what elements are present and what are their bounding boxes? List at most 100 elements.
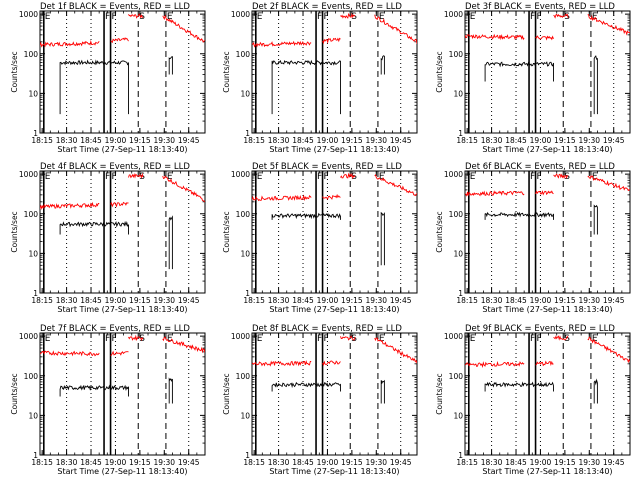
x-tick-label: 19:15 [554, 458, 576, 467]
lld-series-line [587, 336, 630, 364]
y-tick-label: 10 [240, 249, 250, 258]
panel-det-3: Det 3f BLACK = Events, RED = LLD 1 10 100 10… [435, 2, 631, 154]
y-tick-label: 10 [453, 411, 463, 420]
y-tick-label: 10 [28, 411, 38, 420]
x-tick-label: 19:30 [365, 296, 387, 305]
x-tick-label: 19:30 [365, 458, 387, 467]
event-marker-label: F [324, 334, 329, 344]
x-tick-label: 19:45 [603, 136, 625, 145]
y-tick-label: 100 [449, 50, 464, 59]
event-marker-label: S [564, 334, 570, 344]
event-marker-label: F [324, 172, 329, 182]
event-marker-label: E [257, 172, 263, 182]
x-tick-label: 18:30 [481, 136, 503, 145]
y-tick-label: 1 [245, 289, 250, 298]
x-tick-label: 19:30 [153, 458, 175, 467]
x-tick-label: 19:00 [317, 296, 339, 305]
lld-series-line [110, 37, 129, 44]
x-tick-label: 18:30 [268, 296, 290, 305]
x-axis-label: Start Time (27-Sep-11 18:13:40) [57, 467, 187, 476]
x-axis-label: Start Time (27-Sep-11 18:13:40) [482, 305, 612, 314]
x-tick-label: 18:15 [243, 296, 265, 305]
panel-title: Det 1f BLACK = Events, RED = LLD [40, 2, 190, 12]
panel-det-4: Det 4f BLACK = Events, RED = LLD 1 10 100 10… [10, 162, 206, 314]
lld-series-line [162, 175, 205, 203]
event-marker-label: F [112, 12, 117, 22]
x-tick-label: 18:15 [456, 136, 478, 145]
x-tick-label: 19:15 [341, 458, 363, 467]
event-marker-label: F [530, 12, 535, 22]
y-tick-label: 1 [458, 451, 463, 460]
lld-series-line [322, 193, 341, 200]
lld-series-line [110, 350, 129, 356]
x-tick-label: 18:30 [268, 136, 290, 145]
lld-series-line [374, 337, 417, 364]
x-tick-label: 19:00 [530, 296, 552, 305]
x-tick-label: 19:00 [530, 458, 552, 467]
lld-series-line [162, 336, 205, 354]
x-axis-label: Start Time (27-Sep-11 18:13:40) [269, 145, 399, 154]
lld-series-line [40, 201, 100, 211]
x-tick-label: 18:15 [243, 136, 265, 145]
y-tick-label: 10 [28, 249, 38, 258]
lld-series-line [252, 40, 312, 48]
event-marker-label: F [530, 334, 535, 344]
y-tick-label: 1000 [19, 170, 38, 179]
plot-frame [251, 332, 418, 456]
y-tick-label: 1000 [19, 332, 38, 341]
x-tick-label: 18:45 [80, 136, 102, 145]
x-tick-label: 19:00 [105, 458, 127, 467]
event-marker-label: E [167, 12, 173, 22]
x-tick-label: 19:00 [105, 136, 127, 145]
x-axis-label: Start Time (27-Sep-11 18:13:40) [269, 305, 399, 314]
plot-frame [251, 10, 418, 134]
x-tick-label: 18:15 [243, 458, 265, 467]
lld-series-line [535, 35, 554, 41]
x-tick-label: 18:30 [56, 296, 78, 305]
events-series-line [168, 215, 173, 270]
lld-series-line [340, 172, 356, 180]
event-marker-label: F [112, 334, 117, 344]
y-tick-label: 100 [24, 50, 39, 59]
panel-det-1: Det 1f BLACK = Events, RED = LLD 1 10 100 10… [10, 2, 206, 154]
x-tick-label: 18:15 [456, 296, 478, 305]
event-marker-label: F [105, 172, 110, 182]
x-tick-label: 18:30 [481, 296, 503, 305]
x-tick-label: 19:45 [603, 458, 625, 467]
y-axis-label: Counts/sec [222, 211, 231, 252]
y-tick-label: 1 [458, 289, 463, 298]
panel-det-5: Det 5f BLACK = Events, RED = LLD 1 10 100 10… [222, 162, 418, 314]
x-tick-label: 18:30 [56, 458, 78, 467]
events-series-line [59, 59, 129, 115]
y-tick-label: 1000 [444, 332, 463, 341]
y-axis-label: Counts/sec [435, 211, 444, 252]
lld-series-line [252, 194, 312, 202]
y-tick-label: 10 [453, 249, 463, 258]
lld-series-line [322, 360, 341, 367]
events-series-line [59, 384, 129, 397]
lld-series-line [128, 334, 144, 342]
x-tick-label: 18:15 [456, 458, 478, 467]
lld-series-line [553, 173, 569, 179]
event-marker-label: F [105, 334, 110, 344]
lld-series-line [340, 12, 356, 19]
event-marker-label: F [530, 172, 535, 182]
x-axis-label: Start Time (27-Sep-11 18:13:40) [482, 145, 612, 154]
y-tick-label: 1000 [19, 10, 38, 19]
plot-frame [251, 170, 418, 294]
event-marker-label: F [317, 172, 322, 182]
event-marker-label: E [470, 12, 476, 22]
y-tick-label: 10 [240, 411, 250, 420]
plot-frame [464, 332, 631, 456]
x-tick-label: 19:30 [365, 136, 387, 145]
y-tick-label: 100 [449, 210, 464, 219]
event-marker-label: F [317, 334, 322, 344]
x-tick-label: 18:45 [505, 296, 527, 305]
y-tick-label: 1 [245, 451, 250, 460]
event-marker-label: E [45, 334, 51, 344]
event-marker-label: F [317, 12, 322, 22]
event-marker-label: E [592, 172, 598, 182]
lld-series-line [553, 335, 569, 341]
event-marker-label: E [379, 334, 385, 344]
